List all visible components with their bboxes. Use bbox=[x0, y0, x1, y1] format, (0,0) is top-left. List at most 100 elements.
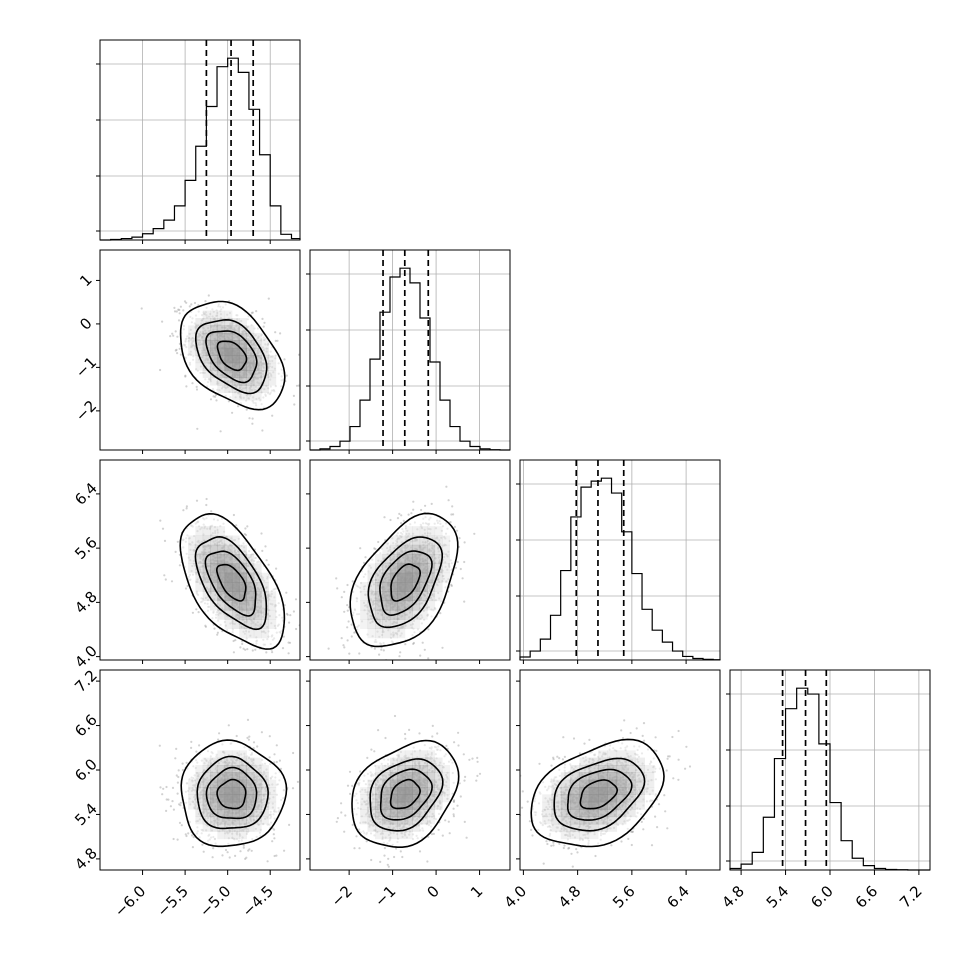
scatter-point bbox=[196, 427, 199, 430]
scatter-point bbox=[279, 332, 282, 335]
scatter-point bbox=[350, 635, 353, 638]
scatter-point bbox=[271, 840, 274, 843]
scatter-point bbox=[250, 849, 253, 852]
scatter-point bbox=[362, 561, 366, 564]
scatter-point bbox=[251, 417, 254, 420]
panel-body bbox=[159, 497, 300, 666]
scatter-point bbox=[178, 347, 181, 350]
scatter-point bbox=[214, 393, 217, 397]
scatter-point bbox=[172, 837, 175, 841]
scatter-point bbox=[191, 382, 194, 385]
scatter-point bbox=[235, 524, 238, 527]
scatter-point bbox=[193, 301, 197, 305]
scatter-point bbox=[254, 648, 257, 651]
scatter-point bbox=[179, 801, 182, 804]
scatter-point bbox=[188, 305, 191, 308]
scatter-point bbox=[244, 527, 247, 530]
scatter-point bbox=[237, 405, 240, 408]
scatter-point bbox=[195, 385, 198, 388]
scatter-point bbox=[389, 518, 392, 522]
scatter-point bbox=[450, 584, 453, 588]
scatter-point bbox=[165, 785, 168, 789]
scatter-point bbox=[273, 837, 276, 840]
scatter-point bbox=[232, 651, 235, 654]
scatter-point bbox=[346, 609, 349, 612]
scatter-point bbox=[285, 591, 288, 594]
scatter-point bbox=[288, 823, 291, 827]
scatter-point bbox=[252, 741, 256, 744]
scatter-point bbox=[383, 516, 386, 519]
scatter-point bbox=[346, 604, 349, 607]
scatter-point bbox=[321, 665, 323, 667]
scatter-point bbox=[263, 662, 265, 664]
scatter-point bbox=[398, 512, 401, 516]
scatter-point bbox=[351, 580, 354, 583]
scatter-point bbox=[335, 577, 338, 580]
scatter-point bbox=[346, 639, 349, 642]
scatter-point bbox=[340, 596, 343, 599]
scatter-point bbox=[260, 532, 263, 535]
contour-1 bbox=[195, 318, 268, 395]
scatter-point bbox=[285, 612, 289, 615]
scatter-point bbox=[297, 384, 300, 387]
scatter-point bbox=[260, 664, 262, 666]
scatter-point bbox=[262, 325, 265, 328]
scatter-point bbox=[235, 734, 238, 738]
scatter-point bbox=[250, 311, 253, 314]
scatter-point bbox=[217, 738, 220, 741]
scatter-point bbox=[359, 547, 362, 550]
scatter-point bbox=[182, 309, 185, 312]
scatter-point bbox=[202, 850, 205, 853]
scatter-point bbox=[348, 652, 351, 655]
scatter-point bbox=[343, 590, 346, 594]
scatter-point bbox=[346, 583, 349, 587]
scatter-point bbox=[165, 809, 168, 813]
scatter-point bbox=[267, 563, 270, 566]
scatter-point bbox=[234, 639, 237, 642]
scatter-point bbox=[459, 567, 462, 571]
contour-3 bbox=[390, 563, 422, 602]
scatter-point bbox=[246, 736, 249, 740]
scatter-point bbox=[275, 854, 278, 857]
scatter-point bbox=[221, 854, 224, 857]
scatter-point bbox=[204, 624, 207, 627]
scatter-point bbox=[282, 635, 285, 638]
histogram-panel-2 bbox=[516, 459, 721, 661]
scatter-point bbox=[347, 620, 350, 623]
scatter-point bbox=[447, 499, 450, 502]
scatter-point bbox=[172, 808, 175, 811]
scatter-point bbox=[458, 537, 461, 540]
scatter-point bbox=[187, 832, 190, 835]
scatter-point bbox=[248, 735, 251, 738]
scatter-point bbox=[239, 646, 242, 649]
scatter-point bbox=[174, 349, 177, 352]
scatter-point bbox=[294, 598, 298, 601]
scatter-point bbox=[218, 732, 221, 735]
scatter-point bbox=[186, 584, 189, 588]
scatter-point bbox=[205, 497, 208, 501]
scatter-point bbox=[241, 642, 244, 646]
scatter-point bbox=[263, 321, 266, 324]
panel-frame bbox=[519, 459, 721, 661]
scatter-point bbox=[407, 513, 410, 516]
scatter-point bbox=[295, 384, 299, 387]
scatter-point bbox=[246, 525, 249, 528]
scatter-point bbox=[191, 611, 194, 614]
scatter-point bbox=[261, 429, 264, 432]
scatter-point bbox=[461, 577, 464, 580]
scatter-point bbox=[289, 614, 292, 617]
scatter-point bbox=[427, 657, 430, 660]
contour-2 bbox=[379, 550, 433, 617]
scatter-point bbox=[251, 649, 254, 652]
scatter-point bbox=[214, 395, 217, 398]
scatter-point bbox=[197, 611, 200, 614]
scatter-point bbox=[445, 485, 448, 488]
scatter-point bbox=[212, 395, 215, 398]
scatter-point bbox=[216, 631, 219, 634]
scatter-point bbox=[340, 637, 343, 640]
scatter-point bbox=[450, 513, 453, 516]
scatter-point bbox=[353, 631, 356, 634]
scatter-point bbox=[171, 800, 174, 803]
scatter-point bbox=[423, 648, 426, 651]
scatter-point bbox=[185, 507, 188, 510]
